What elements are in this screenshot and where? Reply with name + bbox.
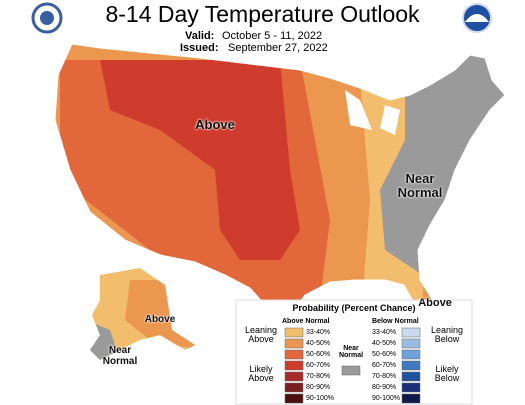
legend-swatch-above [284,382,304,393]
issued-label: Issued: [180,42,219,54]
legend-swatch-below [401,393,421,404]
legend-row-label: Leaning Below [430,325,464,345]
legend-title: Probability (Percent Chance) [292,303,416,313]
legend-swatch-label: 33-40% [306,329,331,336]
legend-row-label: Likely Above [248,364,274,384]
legend-box [235,299,473,405]
legend-swatch-label: 50-60% [306,351,331,358]
legend-swatch-below [401,371,421,382]
legend-swatch-near [341,365,361,376]
legend-swatch-label: 70-80% [372,373,397,380]
legend-swatch-below [401,349,421,360]
legend-swatch-label: 50-60% [372,351,397,358]
legend-swatch-label: 80-90% [372,384,397,391]
legend-swatch-below [401,327,421,338]
legend-swatch-label: 80-90% [306,384,331,391]
great-lakes [345,90,400,135]
map-label: Above [195,117,235,132]
legend-swatch-above [284,371,304,382]
title: 8-14 Day Temperature Outlook [105,1,420,27]
legend-swatch-label: 40-50% [306,340,331,347]
legend-swatch-below [401,382,421,393]
legend-swatch-above [284,360,304,371]
legend-below-header: Below Normal [372,318,419,325]
legend-above-header: Above Normal [282,318,330,325]
legend-swatches [284,327,421,404]
noaa-gull [465,14,489,22]
legend-swatch-label: 70-80% [306,373,331,380]
legend-swatch-label: 60-70% [372,362,397,369]
legend-swatch-above [284,338,304,349]
legend-swatch-below [401,338,421,349]
legend-swatch-below [401,360,421,371]
legend-row-label: Likely Below [434,364,460,384]
legend-row-label: Leaning Above [244,325,278,345]
legend-swatch-label: 40-50% [372,340,397,347]
legend-swatch-label: 60-70% [306,362,331,369]
legend-swatch-label: 33-40% [372,329,397,336]
legend-swatch-label: 90-100% [306,395,335,402]
legend-swatch-above [284,349,304,360]
map-label: Near Normal [397,171,443,200]
legend-swatch-label: 90-100% [372,395,401,402]
map-label: Near Normal [102,345,138,367]
valid-dates: October 5 - 11, 2022 [222,30,323,42]
legend-swatch-above [284,393,304,404]
legend-swatch-above [284,327,304,338]
legend-near-label: Near Normal [338,345,364,360]
map-label: Above [144,314,176,325]
issued-date: September 27, 2022 [228,42,328,54]
valid-label: Valid: [185,30,215,42]
map-label: Above [418,297,452,309]
conus-outline [54,43,506,327]
doc-logo-center [40,11,54,25]
